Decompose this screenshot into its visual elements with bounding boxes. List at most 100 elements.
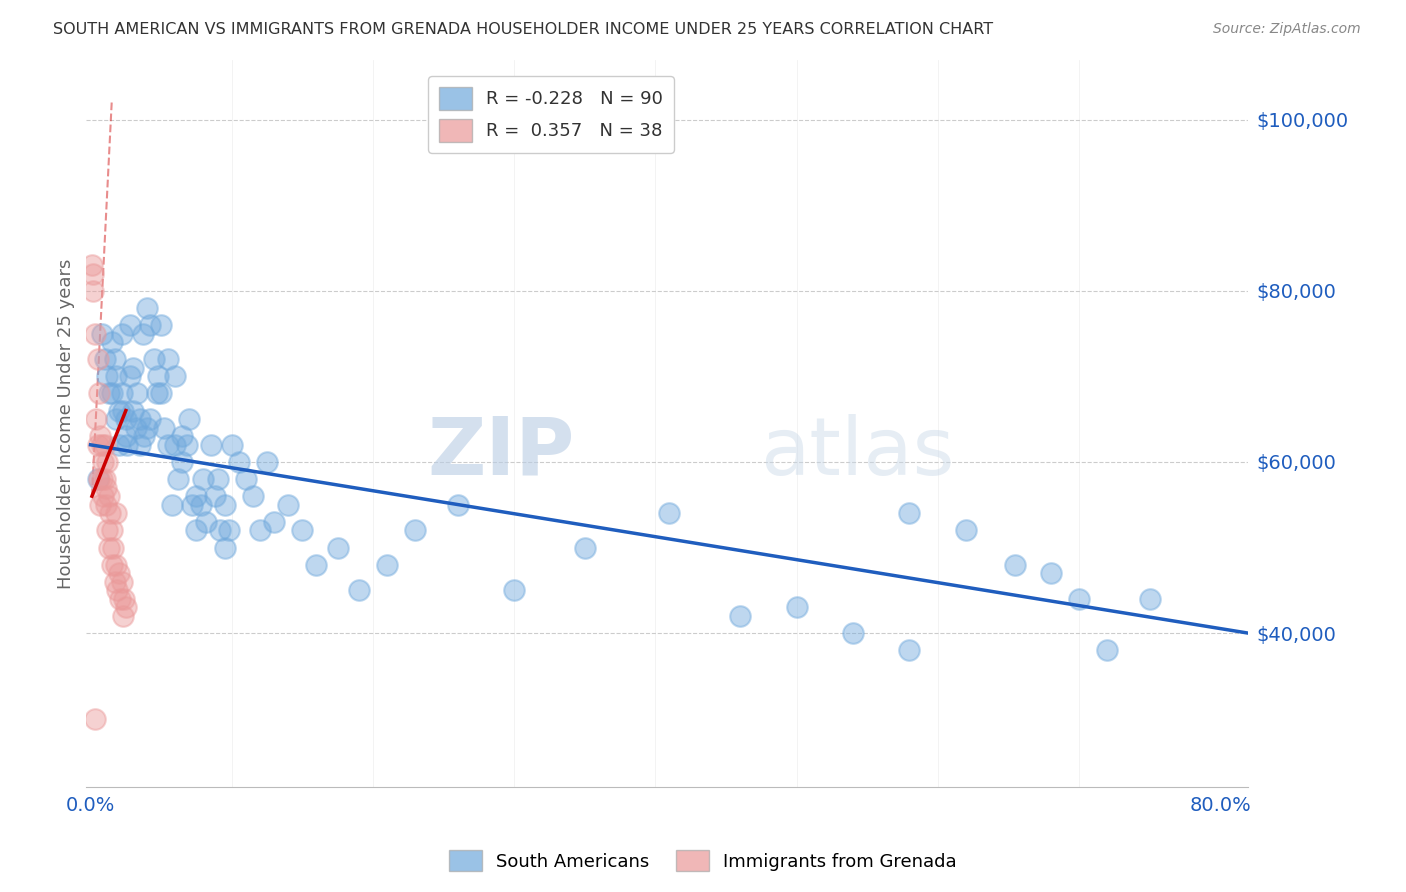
Point xyxy=(97,386,120,401)
Point xyxy=(176,438,198,452)
Text: ZIP: ZIP xyxy=(427,414,575,491)
Point xyxy=(104,369,127,384)
Point xyxy=(93,352,115,367)
Point xyxy=(94,498,117,512)
Point xyxy=(82,284,104,298)
Point xyxy=(105,583,128,598)
Point xyxy=(249,524,271,538)
Point xyxy=(186,489,208,503)
Point xyxy=(90,326,112,341)
Legend: South Americans, Immigrants from Grenada: South Americans, Immigrants from Grenada xyxy=(441,843,965,879)
Point xyxy=(96,524,118,538)
Point xyxy=(129,438,152,452)
Point xyxy=(82,267,104,281)
Point xyxy=(204,489,226,503)
Point xyxy=(97,489,120,503)
Point xyxy=(139,318,162,332)
Point xyxy=(110,326,132,341)
Point xyxy=(157,438,180,452)
Point xyxy=(104,412,127,426)
Point xyxy=(446,498,468,512)
Point xyxy=(162,498,184,512)
Point xyxy=(114,429,136,443)
Point xyxy=(136,301,159,315)
Point xyxy=(955,524,977,538)
Point xyxy=(242,489,264,503)
Point xyxy=(134,429,156,443)
Point xyxy=(129,412,152,426)
Point xyxy=(115,438,138,452)
Point xyxy=(97,541,120,555)
Point xyxy=(305,558,328,572)
Point xyxy=(93,472,115,486)
Point xyxy=(83,712,105,726)
Point xyxy=(136,420,159,434)
Point xyxy=(503,583,526,598)
Point xyxy=(209,524,232,538)
Point xyxy=(107,438,129,452)
Point xyxy=(80,258,103,272)
Point xyxy=(404,524,426,538)
Point xyxy=(1139,591,1161,606)
Point xyxy=(375,558,398,572)
Point xyxy=(91,489,114,503)
Point xyxy=(83,326,105,341)
Point xyxy=(107,403,129,417)
Point xyxy=(150,386,173,401)
Point xyxy=(143,352,166,367)
Point xyxy=(86,438,108,452)
Point xyxy=(277,498,299,512)
Point xyxy=(112,591,135,606)
Point xyxy=(114,600,136,615)
Point xyxy=(125,420,148,434)
Point xyxy=(108,591,131,606)
Point xyxy=(101,541,124,555)
Point xyxy=(104,506,127,520)
Point xyxy=(179,412,201,426)
Point xyxy=(291,524,314,538)
Point xyxy=(84,412,107,426)
Point xyxy=(214,541,236,555)
Point xyxy=(89,498,111,512)
Point xyxy=(100,524,122,538)
Point xyxy=(326,541,349,555)
Point xyxy=(132,326,155,341)
Point xyxy=(111,403,134,417)
Point xyxy=(110,574,132,589)
Point xyxy=(139,412,162,426)
Point xyxy=(94,481,117,495)
Point xyxy=(190,498,212,512)
Point xyxy=(181,498,204,512)
Point xyxy=(256,455,278,469)
Point xyxy=(172,455,194,469)
Point xyxy=(120,318,142,332)
Point xyxy=(100,558,122,572)
Point xyxy=(100,386,122,401)
Point xyxy=(186,524,208,538)
Point xyxy=(1039,566,1062,581)
Point xyxy=(1067,591,1090,606)
Point xyxy=(218,524,240,538)
Point xyxy=(86,472,108,486)
Point xyxy=(87,386,110,401)
Point xyxy=(786,600,808,615)
Point xyxy=(1095,643,1118,657)
Point xyxy=(150,318,173,332)
Point xyxy=(114,412,136,426)
Point xyxy=(235,472,257,486)
Point xyxy=(167,472,190,486)
Point xyxy=(347,583,370,598)
Point xyxy=(574,541,596,555)
Point xyxy=(96,455,118,469)
Text: atlas: atlas xyxy=(761,414,955,491)
Point xyxy=(153,420,176,434)
Point xyxy=(104,558,127,572)
Point xyxy=(90,472,112,486)
Point xyxy=(127,386,149,401)
Point xyxy=(165,438,187,452)
Point xyxy=(207,472,229,486)
Point xyxy=(157,352,180,367)
Point xyxy=(228,455,250,469)
Point xyxy=(98,506,121,520)
Point xyxy=(193,472,215,486)
